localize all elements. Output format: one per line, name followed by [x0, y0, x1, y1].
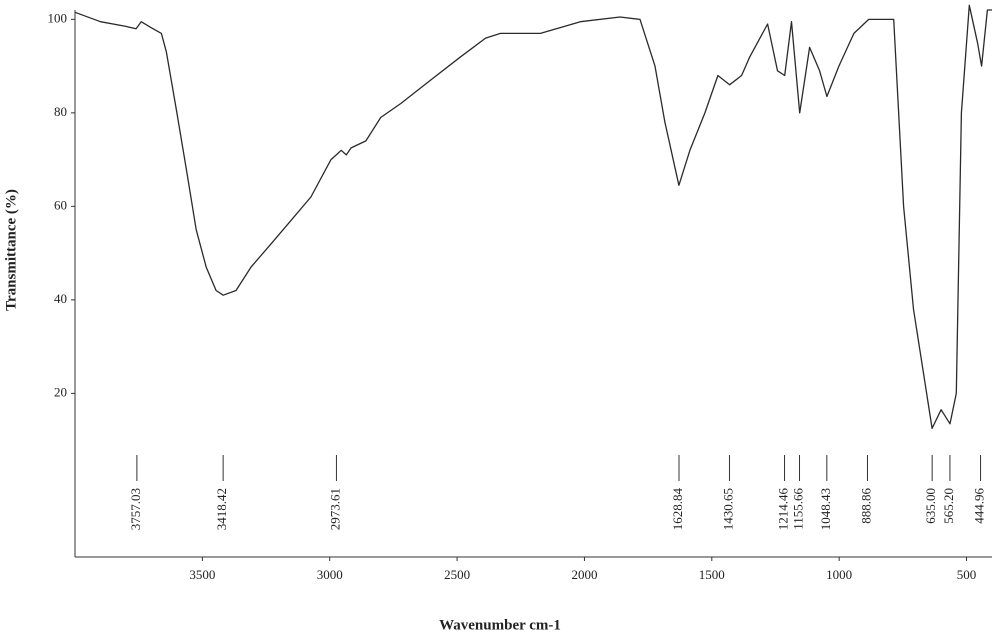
peak-label: 888.86 [858, 488, 873, 524]
x-tick-label: 500 [957, 567, 977, 582]
y-tick-label: 60 [54, 197, 67, 212]
x-tick-label: 1000 [826, 567, 852, 582]
x-tick-label: 2500 [444, 567, 470, 582]
peak-label: 1214.46 [776, 488, 791, 531]
peak-label: 444.96 [972, 488, 987, 524]
peak-label: 3418.42 [214, 488, 229, 530]
x-tick-label: 1500 [699, 567, 725, 582]
peak-label: 635.00 [923, 488, 938, 524]
y-tick-label: 80 [54, 104, 67, 119]
y-tick-label: 40 [54, 291, 67, 306]
peak-label: 1628.84 [670, 488, 685, 531]
x-tick-label: 3000 [317, 567, 343, 582]
y-axis-label: Transmittance (%) [3, 189, 19, 311]
peak-label: 1048.43 [818, 488, 833, 530]
x-axis-label: Wavenumber cm-1 [439, 617, 561, 633]
peak-label: 2973.61 [327, 488, 342, 530]
y-tick-label: 100 [48, 10, 68, 25]
peak-label: 1155.66 [791, 488, 806, 530]
peak-label: 3757.03 [128, 488, 143, 530]
y-tick-label: 20 [54, 384, 67, 399]
x-tick-label: 2000 [571, 567, 597, 582]
peak-label: 565.20 [941, 488, 956, 524]
spectrum-line [74, 4, 992, 430]
peak-label: 1430.65 [720, 488, 735, 530]
x-tick-label: 3500 [189, 567, 215, 582]
